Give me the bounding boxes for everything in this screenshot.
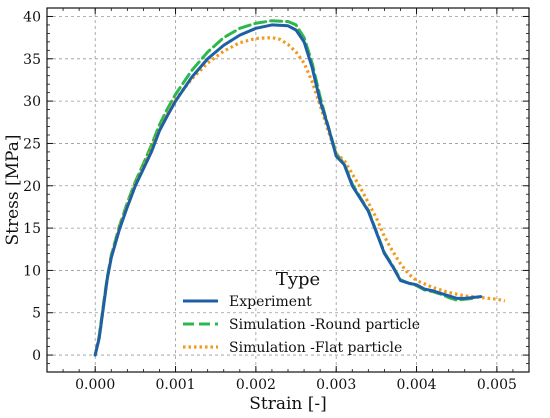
- y-tick-label: 25: [23, 136, 41, 152]
- y-tick-label: 15: [23, 221, 41, 237]
- ticks: [46, 7, 530, 372]
- legend-title: Type: [276, 269, 320, 290]
- y-tick-label: 30: [23, 94, 41, 110]
- x-tick-label: 0.005: [477, 377, 517, 393]
- y-axis-label: Stress [MPa]: [3, 135, 23, 246]
- tick-labels: 0.000 0.001 0.002 0.003 0.004 0.005 0 5 10 15 20 25…: [23, 9, 517, 393]
- series-line-experiment: [93, 23, 483, 357]
- x-tick-label: 0.000: [75, 377, 115, 393]
- x-tick-label: 0.003: [316, 377, 356, 393]
- x-tick-label: 0.002: [236, 377, 276, 393]
- y-tick-label: 5: [32, 306, 41, 322]
- y-tick-label: 10: [23, 263, 41, 279]
- legend-entry-label: Simulation -Flat particle: [229, 340, 402, 356]
- legend-entry-label: Experiment: [229, 294, 312, 310]
- legend-entry-label: Simulation -Round particle: [229, 317, 420, 333]
- y-tick-label: 35: [23, 52, 41, 68]
- y-tick-label: 0: [32, 348, 41, 364]
- y-tick-label: 40: [23, 9, 41, 25]
- grid: [47, 8, 529, 372]
- x-tick-label: 0.004: [396, 377, 436, 393]
- series-layer: [93, 19, 506, 357]
- x-axis-label: Strain [-]: [249, 394, 327, 414]
- x-tick-label: 0.001: [155, 377, 195, 393]
- legend: Type Experiment Simulation -Round particl…: [183, 269, 420, 356]
- y-tick-label: 20: [23, 179, 41, 195]
